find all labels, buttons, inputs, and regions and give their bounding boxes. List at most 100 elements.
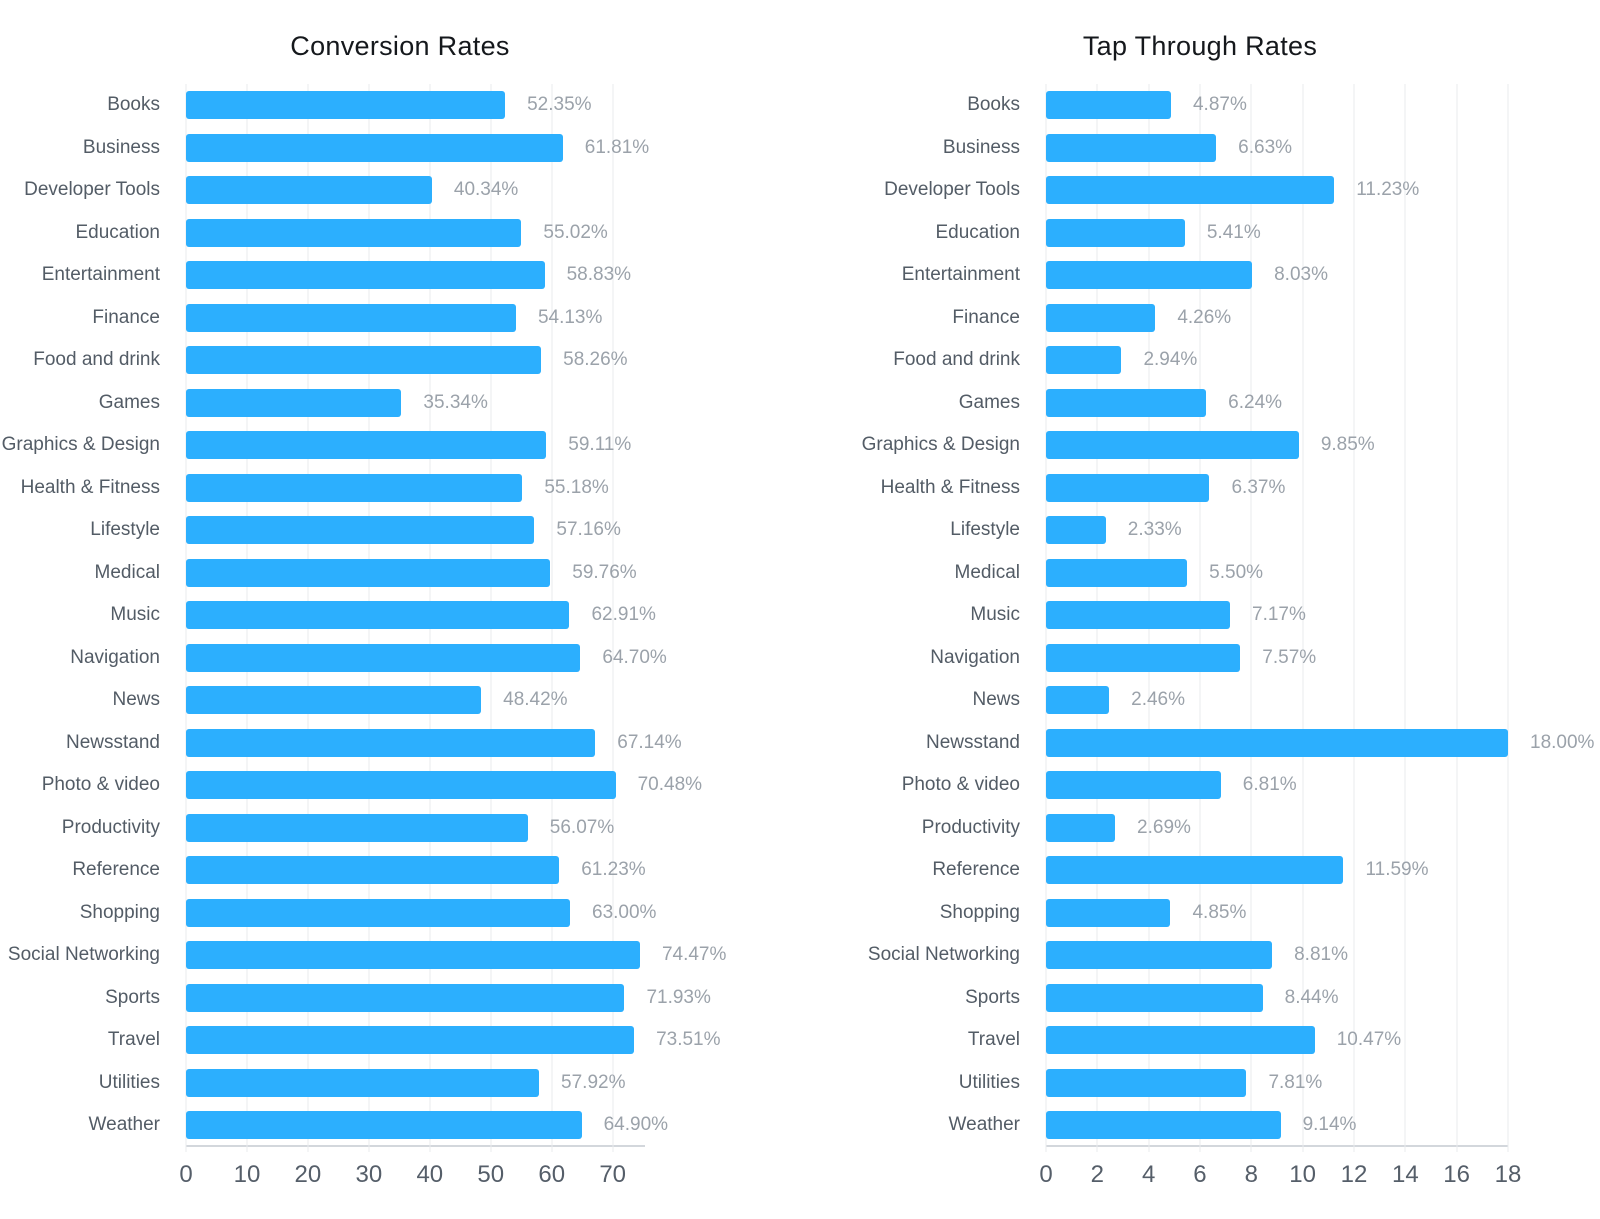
bar[interactable] xyxy=(186,643,581,672)
bar[interactable] xyxy=(186,941,640,970)
bar-track: 5.41% xyxy=(1046,212,1508,255)
category-label: Utilities xyxy=(98,1071,160,1093)
bar[interactable] xyxy=(1046,1068,1247,1097)
bar[interactable] xyxy=(186,601,570,630)
bar[interactable] xyxy=(1046,728,1508,757)
bar-row: Reference 61.23% xyxy=(0,849,800,892)
bar[interactable] xyxy=(186,133,563,162)
bar-track: 2.33% xyxy=(1046,509,1508,552)
bar-row: Shopping 63.00% xyxy=(0,892,800,935)
bar[interactable] xyxy=(1046,643,1241,672)
bar[interactable] xyxy=(186,771,616,800)
bar-track: 61.23% xyxy=(186,849,646,892)
bar[interactable] xyxy=(1046,558,1188,587)
gridline xyxy=(1353,84,1355,1152)
value-label: 2.46% xyxy=(1131,689,1185,711)
value-label: 64.90% xyxy=(603,1114,669,1136)
bar[interactable] xyxy=(186,261,545,290)
bar[interactable] xyxy=(186,91,506,120)
category-label: Sports xyxy=(965,986,1020,1008)
bar[interactable] xyxy=(186,1068,540,1097)
category-label: Navigation xyxy=(70,646,160,668)
gridline xyxy=(1456,84,1458,1152)
bar[interactable] xyxy=(186,1111,582,1140)
category-label: Music xyxy=(110,604,160,626)
bar[interactable] xyxy=(1046,388,1207,417)
value-label: 55.02% xyxy=(543,221,608,243)
bar-track: 56.07% xyxy=(186,807,645,850)
bar[interactable] xyxy=(186,856,560,885)
bar-row: Education 5.41% xyxy=(800,212,1600,255)
bar-rows: Books 4.87% Business 6.63% Developer Tools 11… xyxy=(800,84,1600,1147)
bar-track: 67.14% xyxy=(186,722,682,765)
chart-title-conversion-rates: Conversion Rates xyxy=(290,31,510,61)
category-label: Education xyxy=(75,221,160,243)
bar-track: 59.76% xyxy=(186,552,645,595)
bar[interactable] xyxy=(1046,516,1106,545)
x-axis-tick-label: 40 xyxy=(416,1160,444,1188)
bar[interactable] xyxy=(186,1026,635,1055)
bar[interactable] xyxy=(1046,133,1217,162)
value-label: 74.47% xyxy=(661,944,727,966)
value-label: 59.76% xyxy=(572,561,637,583)
bar[interactable] xyxy=(186,473,523,502)
bar[interactable] xyxy=(186,303,516,332)
bar[interactable] xyxy=(1046,941,1273,970)
bar[interactable] xyxy=(1046,1111,1281,1140)
bar[interactable] xyxy=(1046,261,1253,290)
bar-track: 2.94% xyxy=(1046,339,1508,382)
bar-track: 10.47% xyxy=(1046,1019,1508,1062)
bar[interactable] xyxy=(1046,91,1171,120)
bar[interactable] xyxy=(186,983,625,1012)
bar[interactable] xyxy=(186,516,535,545)
bar-track: 8.44% xyxy=(1046,977,1508,1020)
bar-row: Navigation 7.57% xyxy=(800,637,1600,680)
bar[interactable] xyxy=(1046,898,1171,927)
bar[interactable] xyxy=(186,728,596,757)
value-label: 11.59% xyxy=(1365,859,1429,881)
category-label: Productivity xyxy=(921,816,1020,838)
bar[interactable] xyxy=(186,346,542,375)
bar-track: 35.34% xyxy=(186,382,645,425)
bar[interactable] xyxy=(1046,601,1231,630)
bar[interactable] xyxy=(186,813,528,842)
bar-row: Lifestyle 2.33% xyxy=(800,509,1600,552)
bar[interactable] xyxy=(1046,983,1263,1012)
bar[interactable] xyxy=(1046,346,1122,375)
value-label: 2.94% xyxy=(1143,349,1198,371)
bar[interactable] xyxy=(1046,431,1299,460)
bar-track: 54.13% xyxy=(186,297,645,340)
bar[interactable] xyxy=(1046,1026,1315,1055)
category-label: Books xyxy=(967,94,1020,116)
bar[interactable] xyxy=(186,431,547,460)
bar[interactable] xyxy=(1046,856,1344,885)
bar[interactable] xyxy=(186,176,432,205)
category-label: Shopping xyxy=(939,901,1020,923)
bar[interactable] xyxy=(186,898,571,927)
plot-area-tap-through-rates: Books 4.87% Business 6.63% Developer Tools 11… xyxy=(800,84,1600,1195)
x-axis-tick-label: 10 xyxy=(233,1160,261,1188)
category-label: Productivity xyxy=(61,816,160,838)
bar[interactable] xyxy=(186,218,522,247)
bar[interactable] xyxy=(1046,686,1110,715)
bar[interactable] xyxy=(1046,218,1185,247)
value-label: 70.48% xyxy=(637,774,703,796)
value-label: 58.26% xyxy=(563,349,628,371)
value-label: 6.81% xyxy=(1242,774,1297,796)
bar-row: Food and drink 58.26% xyxy=(0,339,800,382)
bar-row: Medical 5.50% xyxy=(800,552,1600,595)
bar[interactable] xyxy=(1046,303,1156,332)
bar[interactable] xyxy=(1046,813,1116,842)
bar[interactable] xyxy=(1046,176,1335,205)
bar[interactable] xyxy=(1046,771,1221,800)
bar[interactable] xyxy=(186,388,402,417)
bar[interactable] xyxy=(1046,473,1210,502)
bar-track: 40.34% xyxy=(186,169,645,212)
bar-track: 74.47% xyxy=(186,934,726,977)
value-label: 54.13% xyxy=(537,306,603,328)
bar-row: Finance 4.26% xyxy=(800,297,1600,340)
bar[interactable] xyxy=(186,686,482,715)
bar[interactable] xyxy=(186,558,551,587)
category-label: Social Networking xyxy=(867,944,1020,966)
x-axis: 0 10 20 30 40 50 60 70 xyxy=(179,1147,645,1195)
